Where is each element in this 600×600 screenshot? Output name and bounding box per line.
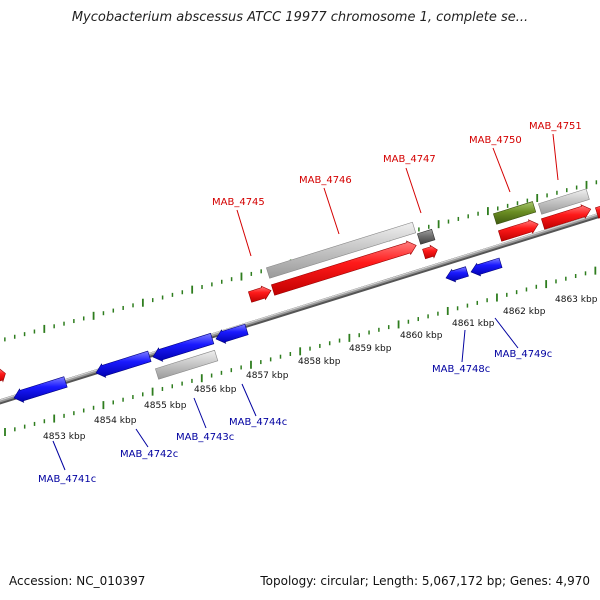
gene-mab-4746-arrow xyxy=(270,240,417,296)
label-leader-line xyxy=(52,440,66,471)
tick-label-4855: 4855 kbp xyxy=(144,401,187,411)
gene-label-mab-4749c[interactable]: MAB_4749c xyxy=(494,349,552,360)
map-title: Mycobacterium abscessus ATCC 19977 chrom… xyxy=(71,10,529,25)
gene-label-mab-4746[interactable]: MAB_4746 xyxy=(299,175,352,186)
gene-mab-4749c-arrow xyxy=(470,257,503,277)
gene-label-mab-4744c[interactable]: MAB_4744c xyxy=(229,417,287,428)
feature-olive xyxy=(492,201,537,225)
feature-grey-lower xyxy=(154,349,219,380)
label-leader-line xyxy=(405,167,422,214)
tick-labels: 4853 kbp 4854 kbp 4855 kbp 4856 kbp 4857… xyxy=(43,295,598,442)
gene-label-mab-4743c[interactable]: MAB_4743c xyxy=(176,432,234,443)
reverse-gene-labels: MAB_4741c MAB_4742c MAB_4743c MAB_4744c … xyxy=(38,349,552,485)
gene-label-mab-4750[interactable]: MAB_4750 xyxy=(469,135,522,146)
tick-label-4860: 4860 kbp xyxy=(400,331,443,341)
tick-label-4857: 4857 kbp xyxy=(246,371,289,381)
gene-mab-4744c-arrow xyxy=(215,323,249,344)
accession-text: Accession: NC_010397 xyxy=(9,574,146,588)
tick-label-4862: 4862 kbp xyxy=(503,307,546,317)
gene-label-mab-4747[interactable]: MAB_4747 xyxy=(383,154,436,165)
feature-grey-right xyxy=(537,188,590,215)
tick-label-4854: 4854 kbp xyxy=(94,416,137,426)
gene-label-mab-4741c[interactable]: MAB_4741c xyxy=(38,474,96,485)
label-leader-line xyxy=(193,397,207,429)
gene-mab-4748c-arrow xyxy=(445,266,469,283)
gene-label-mab-4745[interactable]: MAB_4745 xyxy=(212,197,265,208)
gene-mab-4741c-arrow xyxy=(13,376,68,403)
genome-summary-text: Topology: circular; Length: 5,067,172 bp… xyxy=(260,574,590,588)
tick-label-4856: 4856 kbp xyxy=(194,385,237,395)
tick-label-4861: 4861 kbp xyxy=(452,319,495,329)
gene-mab-4750-arrow xyxy=(497,219,539,242)
feature-grey-long xyxy=(265,221,417,279)
tick-label-4858: 4858 kbp xyxy=(298,357,341,367)
gene-label-mab-4751[interactable]: MAB_4751 xyxy=(529,121,582,132)
label-leader-lines xyxy=(52,133,559,471)
label-leader-line xyxy=(461,329,466,363)
label-leader-line xyxy=(236,209,252,257)
feature-dark-grey xyxy=(416,228,436,245)
tick-label-4859: 4859 kbp xyxy=(349,344,392,354)
label-leader-line xyxy=(494,317,519,349)
label-leader-line xyxy=(492,147,511,193)
tick-label-4853: 4853 kbp xyxy=(43,432,86,442)
gene-mab-4743c-arrow xyxy=(152,332,215,362)
label-leader-line xyxy=(552,133,559,181)
gene-mab-4751-arrow xyxy=(540,204,592,230)
label-leader-line xyxy=(241,383,257,417)
forward-gene-labels: MAB_4745 MAB_4746 MAB_4747 MAB_4750 MAB_… xyxy=(212,121,582,208)
genome-backbone xyxy=(0,212,600,405)
gene-mab-4747-arrow xyxy=(422,244,438,260)
feature-red-left-edge xyxy=(0,368,6,383)
label-leader-line xyxy=(323,187,340,235)
gene-mab-4742c-arrow xyxy=(95,350,152,378)
tick-marks xyxy=(4,180,598,436)
gene-label-mab-4742c[interactable]: MAB_4742c xyxy=(120,449,178,460)
gene-mab-4745-arrow xyxy=(247,285,272,303)
gene-features xyxy=(0,188,600,403)
label-leader-line xyxy=(135,428,149,448)
gene-label-mab-4748c[interactable]: MAB_4748c xyxy=(432,364,490,375)
tick-label-4863: 4863 kbp xyxy=(555,295,598,305)
